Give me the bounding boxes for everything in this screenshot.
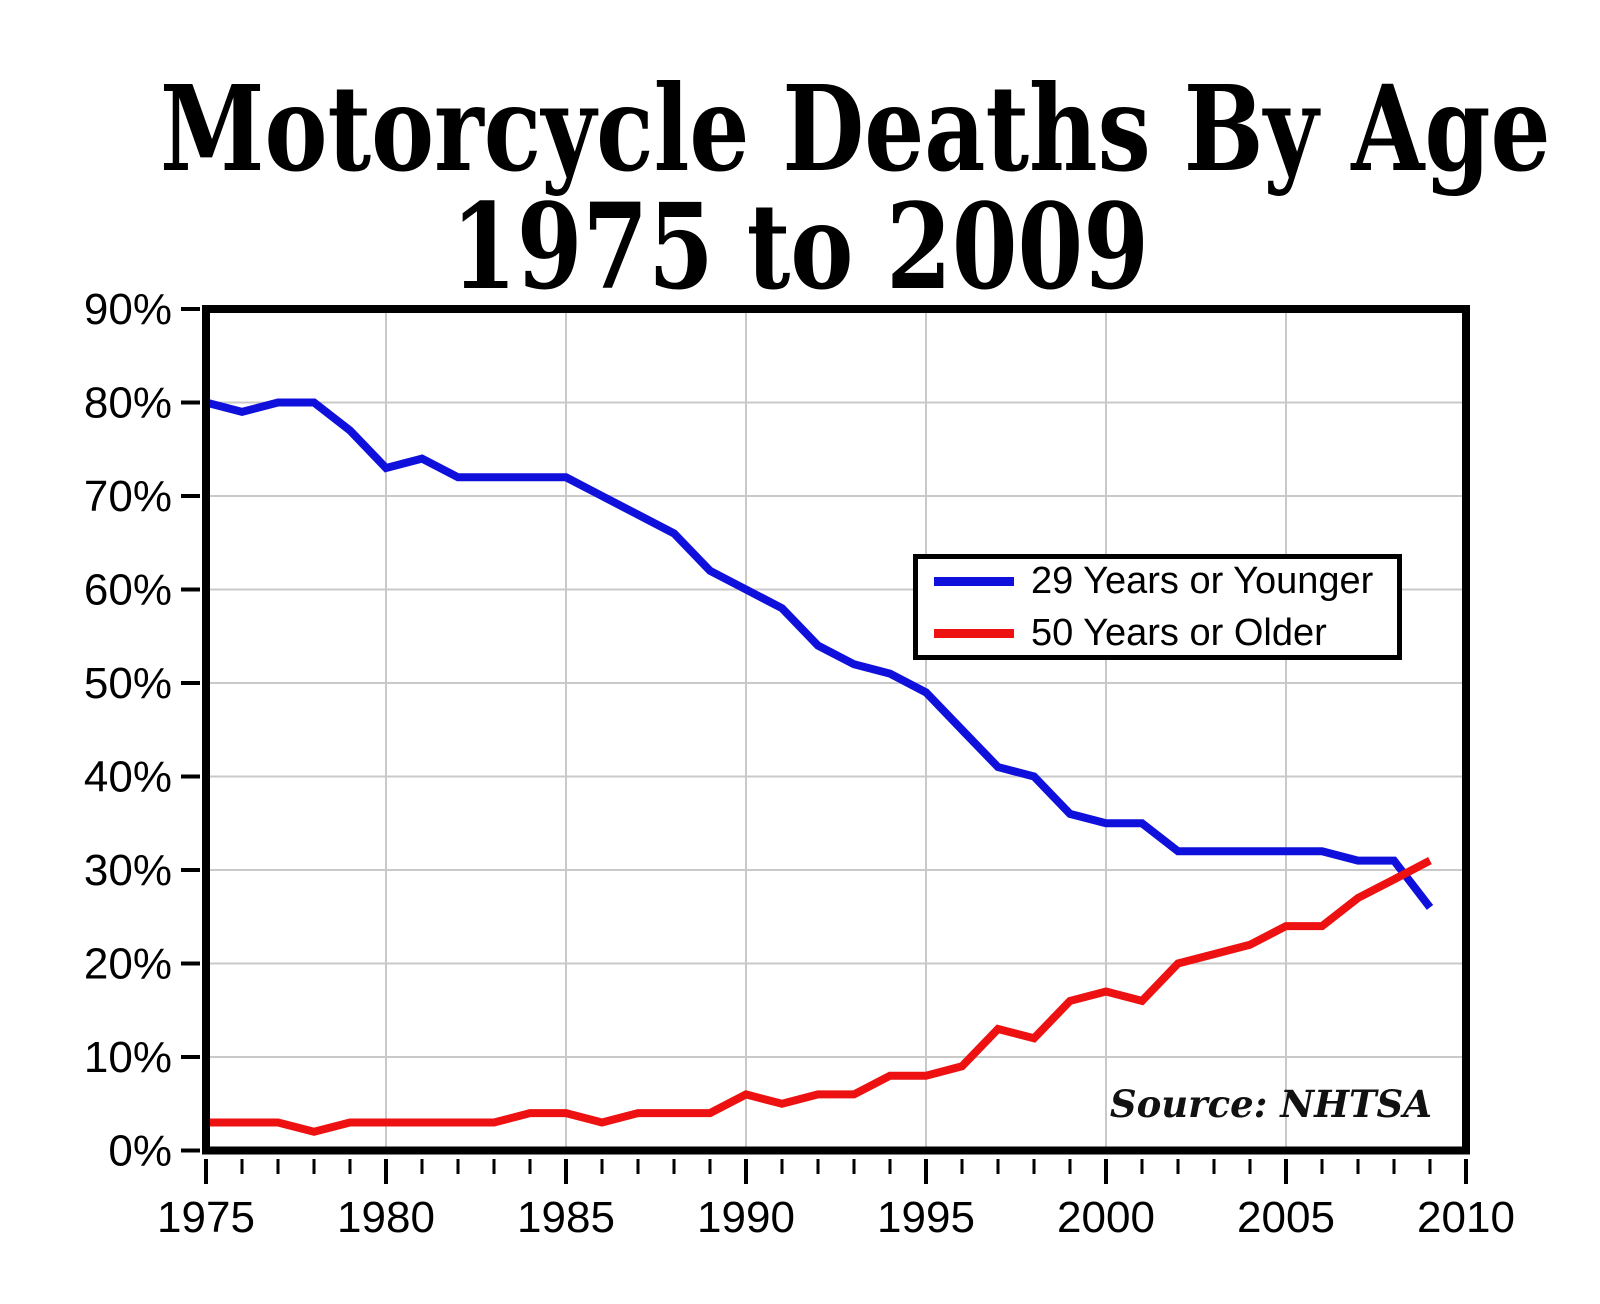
x-axis-label: 1995 [877,1193,975,1242]
legend-swatch-red-line [934,628,1014,638]
legend-item-older: 50 Years or Older [934,612,1397,655]
y-axis-label: 30% [84,846,172,895]
x-axis-label: 1975 [157,1193,255,1242]
series-line-29-years-or-younger [204,398,1434,910]
y-axis-label: 10% [84,1033,172,1082]
y-axis-label: 60% [84,566,172,615]
source-note: Source: NHTSA [1109,1082,1432,1126]
legend-label-older: 50 Years or Older [1031,611,1327,654]
x-axis-label: 1985 [517,1193,615,1242]
series-line-50-years-or-older [206,857,1432,1136]
x-axis-label: 2000 [1057,1193,1155,1242]
y-axis-label: 0% [108,1127,172,1176]
x-axis-label: 1980 [337,1193,435,1242]
chart-title-line2: 1975 to 2009 [451,177,1149,316]
y-axis-label: 80% [84,379,172,428]
legend-swatch-blue-line [934,576,1014,586]
legend-item-younger: 29 Years or Younger [934,560,1397,603]
x-axis-label: 2005 [1237,1193,1335,1242]
chart-title-line1: Motorcycle Deaths By Age [160,59,1551,198]
plot-border [202,305,1470,1155]
x-axis-label: 2010 [1417,1193,1515,1242]
y-axis-label: 40% [84,753,172,802]
y-axis-label: 20% [84,940,172,989]
y-axis-label: 70% [84,472,172,521]
legend-box: 29 Years or Younger 50 Years or Older [913,554,1402,660]
legend-label-younger: 29 Years or Younger [1031,559,1374,602]
x-axis-label: 1990 [697,1193,795,1242]
chart-title: Motorcycle Deaths By Age 1975 to 2009 [160,59,1551,316]
y-axis-label: 90% [84,285,172,334]
y-axis-label: 50% [84,659,172,708]
